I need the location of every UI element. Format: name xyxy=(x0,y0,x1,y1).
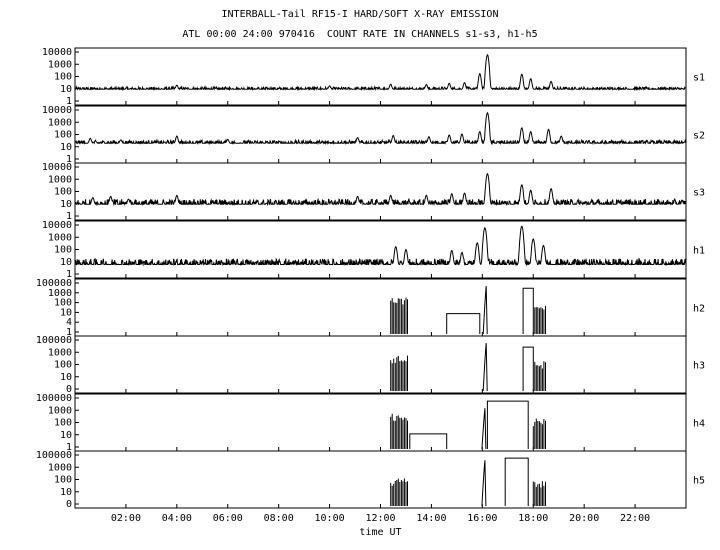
series-line-h1 xyxy=(74,225,687,267)
y-tick-label-h2: 100 xyxy=(54,298,72,309)
y-tick-label-s1: 10000 xyxy=(42,47,72,58)
y-tick-label-s2: 1 xyxy=(66,154,72,165)
series-line-h3 xyxy=(390,343,546,392)
y-tick-label-h3: 100 xyxy=(54,360,72,371)
y-tick-label-h4: 1000 xyxy=(48,405,72,416)
y-tick-label-h5: 1000 xyxy=(48,462,72,473)
series-line-h5 xyxy=(390,457,546,507)
y-tick-label-h4: 10 xyxy=(60,430,72,441)
channel-label-s2: s2 xyxy=(693,131,705,142)
x-tick-label: 04:00 xyxy=(162,513,192,524)
y-tick-label-s1: 100 xyxy=(54,72,72,83)
y-tick-label-h5: 100000 xyxy=(36,450,72,461)
channel-label-s1: s1 xyxy=(693,73,705,84)
y-tick-label-s1: 1 xyxy=(66,96,72,107)
y-tick-label-h4: 1 xyxy=(66,442,72,453)
y-tick-label-s1: 10 xyxy=(60,84,72,95)
x-tick-label: 12:00 xyxy=(365,513,395,524)
y-tick-label-h2: 10 xyxy=(60,307,72,318)
panel-frame-h2 xyxy=(74,278,687,337)
panel-frame-s2 xyxy=(74,105,687,164)
series-line-h2 xyxy=(390,286,546,335)
y-tick-label-h5: 100 xyxy=(54,475,72,486)
y-tick-label-s3: 10000 xyxy=(42,162,72,173)
y-tick-label-s3: 1000 xyxy=(48,174,72,185)
series-line-s3 xyxy=(74,172,687,207)
channel-label-h5: h5 xyxy=(693,476,705,487)
y-tick-label-h1: 1000 xyxy=(48,232,72,243)
y-tick-label-s3: 1 xyxy=(66,211,72,222)
x-tick-label: 20:00 xyxy=(569,513,599,524)
y-tick-label-s2: 1000 xyxy=(48,117,72,128)
y-tick-label-s2: 10 xyxy=(60,142,72,153)
channel-label-s3: s3 xyxy=(693,188,705,199)
y-tick-label-h1: 10000 xyxy=(42,220,72,231)
y-tick-label-h4: 100 xyxy=(54,418,72,429)
y-tick-label-s2: 10000 xyxy=(42,105,72,116)
y-tick-label-s2: 100 xyxy=(54,130,72,141)
x-tick-label: 22:00 xyxy=(620,513,650,524)
panel-frame-h4 xyxy=(74,393,687,452)
chart-title: INTERBALL-Tail RF15-I HARD/SOFT X-RAY EM… xyxy=(221,9,499,20)
y-tick-label-h1: 100 xyxy=(54,245,72,256)
y-tick-label-h1: 1 xyxy=(66,269,72,280)
chart-subtitle: ATL 00:00 24:00 970416 COUNT RATE IN CHA… xyxy=(182,29,538,40)
channel-label-h3: h3 xyxy=(693,361,705,372)
series-line-s1 xyxy=(74,53,686,92)
panel-frame-s1 xyxy=(74,47,687,106)
x-tick-label: 14:00 xyxy=(416,513,446,524)
x-axis-label: time UT xyxy=(359,527,401,538)
y-tick-label-h4: 100000 xyxy=(36,393,72,404)
y-tick-label-h5: 0 xyxy=(66,499,72,510)
y-tick-label-h2: 4 xyxy=(66,317,72,328)
channel-label-h1: h1 xyxy=(693,246,705,257)
y-tick-label-h2: 1 xyxy=(66,327,72,338)
series-line-h4 xyxy=(390,400,546,450)
y-tick-label-h3: 0 xyxy=(66,384,72,395)
y-tick-label-h3: 10 xyxy=(60,372,72,383)
y-tick-label-s3: 10 xyxy=(60,199,72,210)
panel-frame-h5 xyxy=(74,450,687,509)
channel-label-h4: h4 xyxy=(693,419,705,430)
x-tick-label: 18:00 xyxy=(518,513,548,524)
x-tick-label: 16:00 xyxy=(467,513,497,524)
series-line-s2 xyxy=(74,111,687,146)
y-tick-label-h5: 10 xyxy=(60,487,72,498)
y-tick-label-h2: 100000 xyxy=(36,278,72,289)
x-tick-label: 08:00 xyxy=(264,513,294,524)
y-tick-label-h3: 100000 xyxy=(36,335,72,346)
y-tick-label-h2: 1000 xyxy=(48,288,72,299)
y-tick-label-h1: 10 xyxy=(60,257,72,268)
y-tick-label-s3: 100 xyxy=(54,187,72,198)
y-tick-label-s1: 1000 xyxy=(48,59,72,70)
channel-label-h2: h2 xyxy=(693,304,705,315)
panel-frame-h3 xyxy=(74,335,687,394)
panel-frame-h1 xyxy=(74,220,687,279)
y-tick-label-h3: 1000 xyxy=(48,347,72,358)
panel-frame-s3 xyxy=(74,162,687,221)
x-tick-label: 10:00 xyxy=(315,513,345,524)
x-tick-label: 06:00 xyxy=(213,513,243,524)
x-tick-label: 02:00 xyxy=(111,513,141,524)
